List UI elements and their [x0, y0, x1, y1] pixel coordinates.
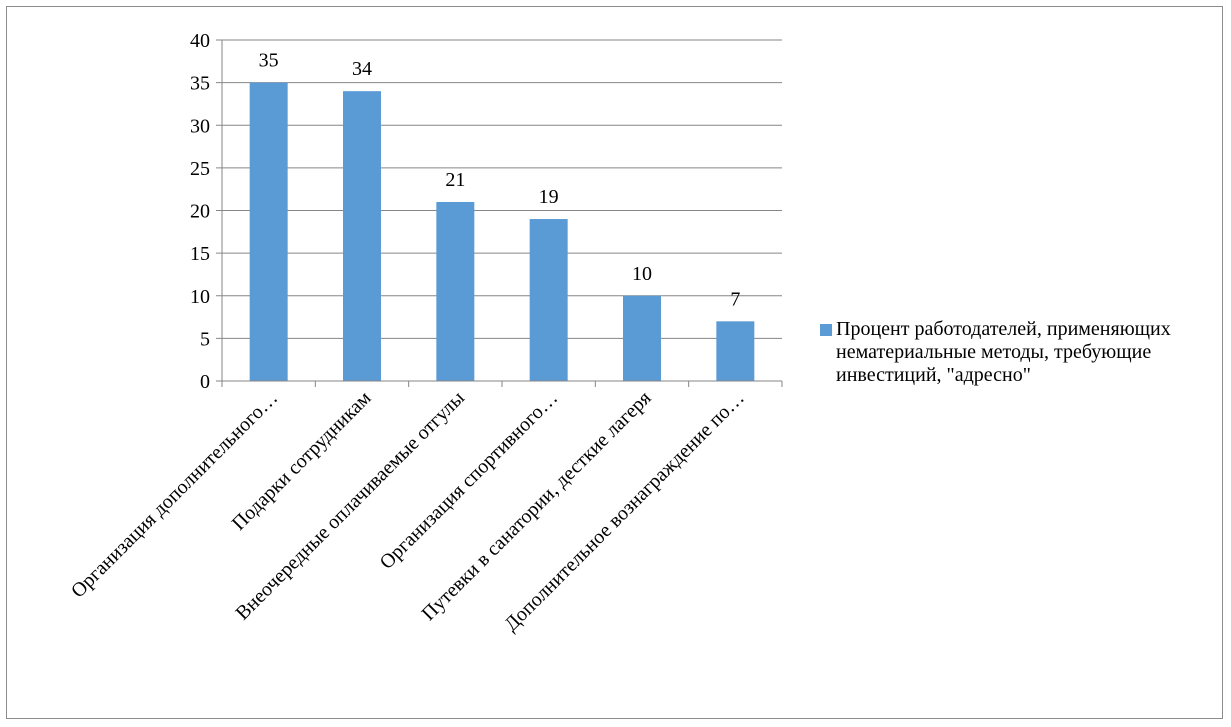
y-tick-label: 25: [190, 158, 210, 180]
data-label: 7: [730, 288, 740, 310]
y-tick-label: 5: [200, 328, 210, 350]
legend-swatch: [820, 324, 832, 336]
data-label: 19: [539, 186, 559, 208]
y-tick-label: 20: [190, 201, 210, 223]
category-label: Организация спортивного…: [376, 387, 563, 574]
y-tick-label: 0: [200, 371, 210, 393]
legend-entry: Процент работодателей, применяющих немат…: [836, 318, 1171, 386]
y-tick-label: 10: [190, 286, 210, 308]
data-label: 10: [632, 263, 652, 285]
bar: [249, 82, 288, 381]
y-tick-label: 35: [190, 73, 210, 95]
gridlines: [222, 39, 782, 339]
y-tick-label: 15: [190, 243, 210, 265]
legend: Процент работодателей, применяющих немат…: [820, 318, 1225, 387]
y-tick-label: 40: [190, 30, 210, 52]
bar: [716, 321, 755, 381]
y-tick-label: 30: [190, 115, 210, 137]
category-labels: Организация дополнительного…Подарки сотр…: [67, 387, 749, 636]
bar: [623, 295, 661, 381]
data-label: 35: [259, 50, 279, 72]
bar: [343, 91, 381, 382]
data-label: 34: [352, 58, 372, 80]
data-label: 21: [445, 169, 465, 191]
bar: [529, 219, 568, 381]
bars: [249, 82, 755, 382]
y-tick-labels: 0 5 10 15 20 25 30 35 40: [190, 30, 210, 393]
data-labels: 35 34 21 19 10 7: [259, 50, 741, 311]
category-label: Организация дополнительного…: [67, 387, 282, 602]
axes: [216, 39, 783, 387]
bar: [436, 201, 475, 381]
